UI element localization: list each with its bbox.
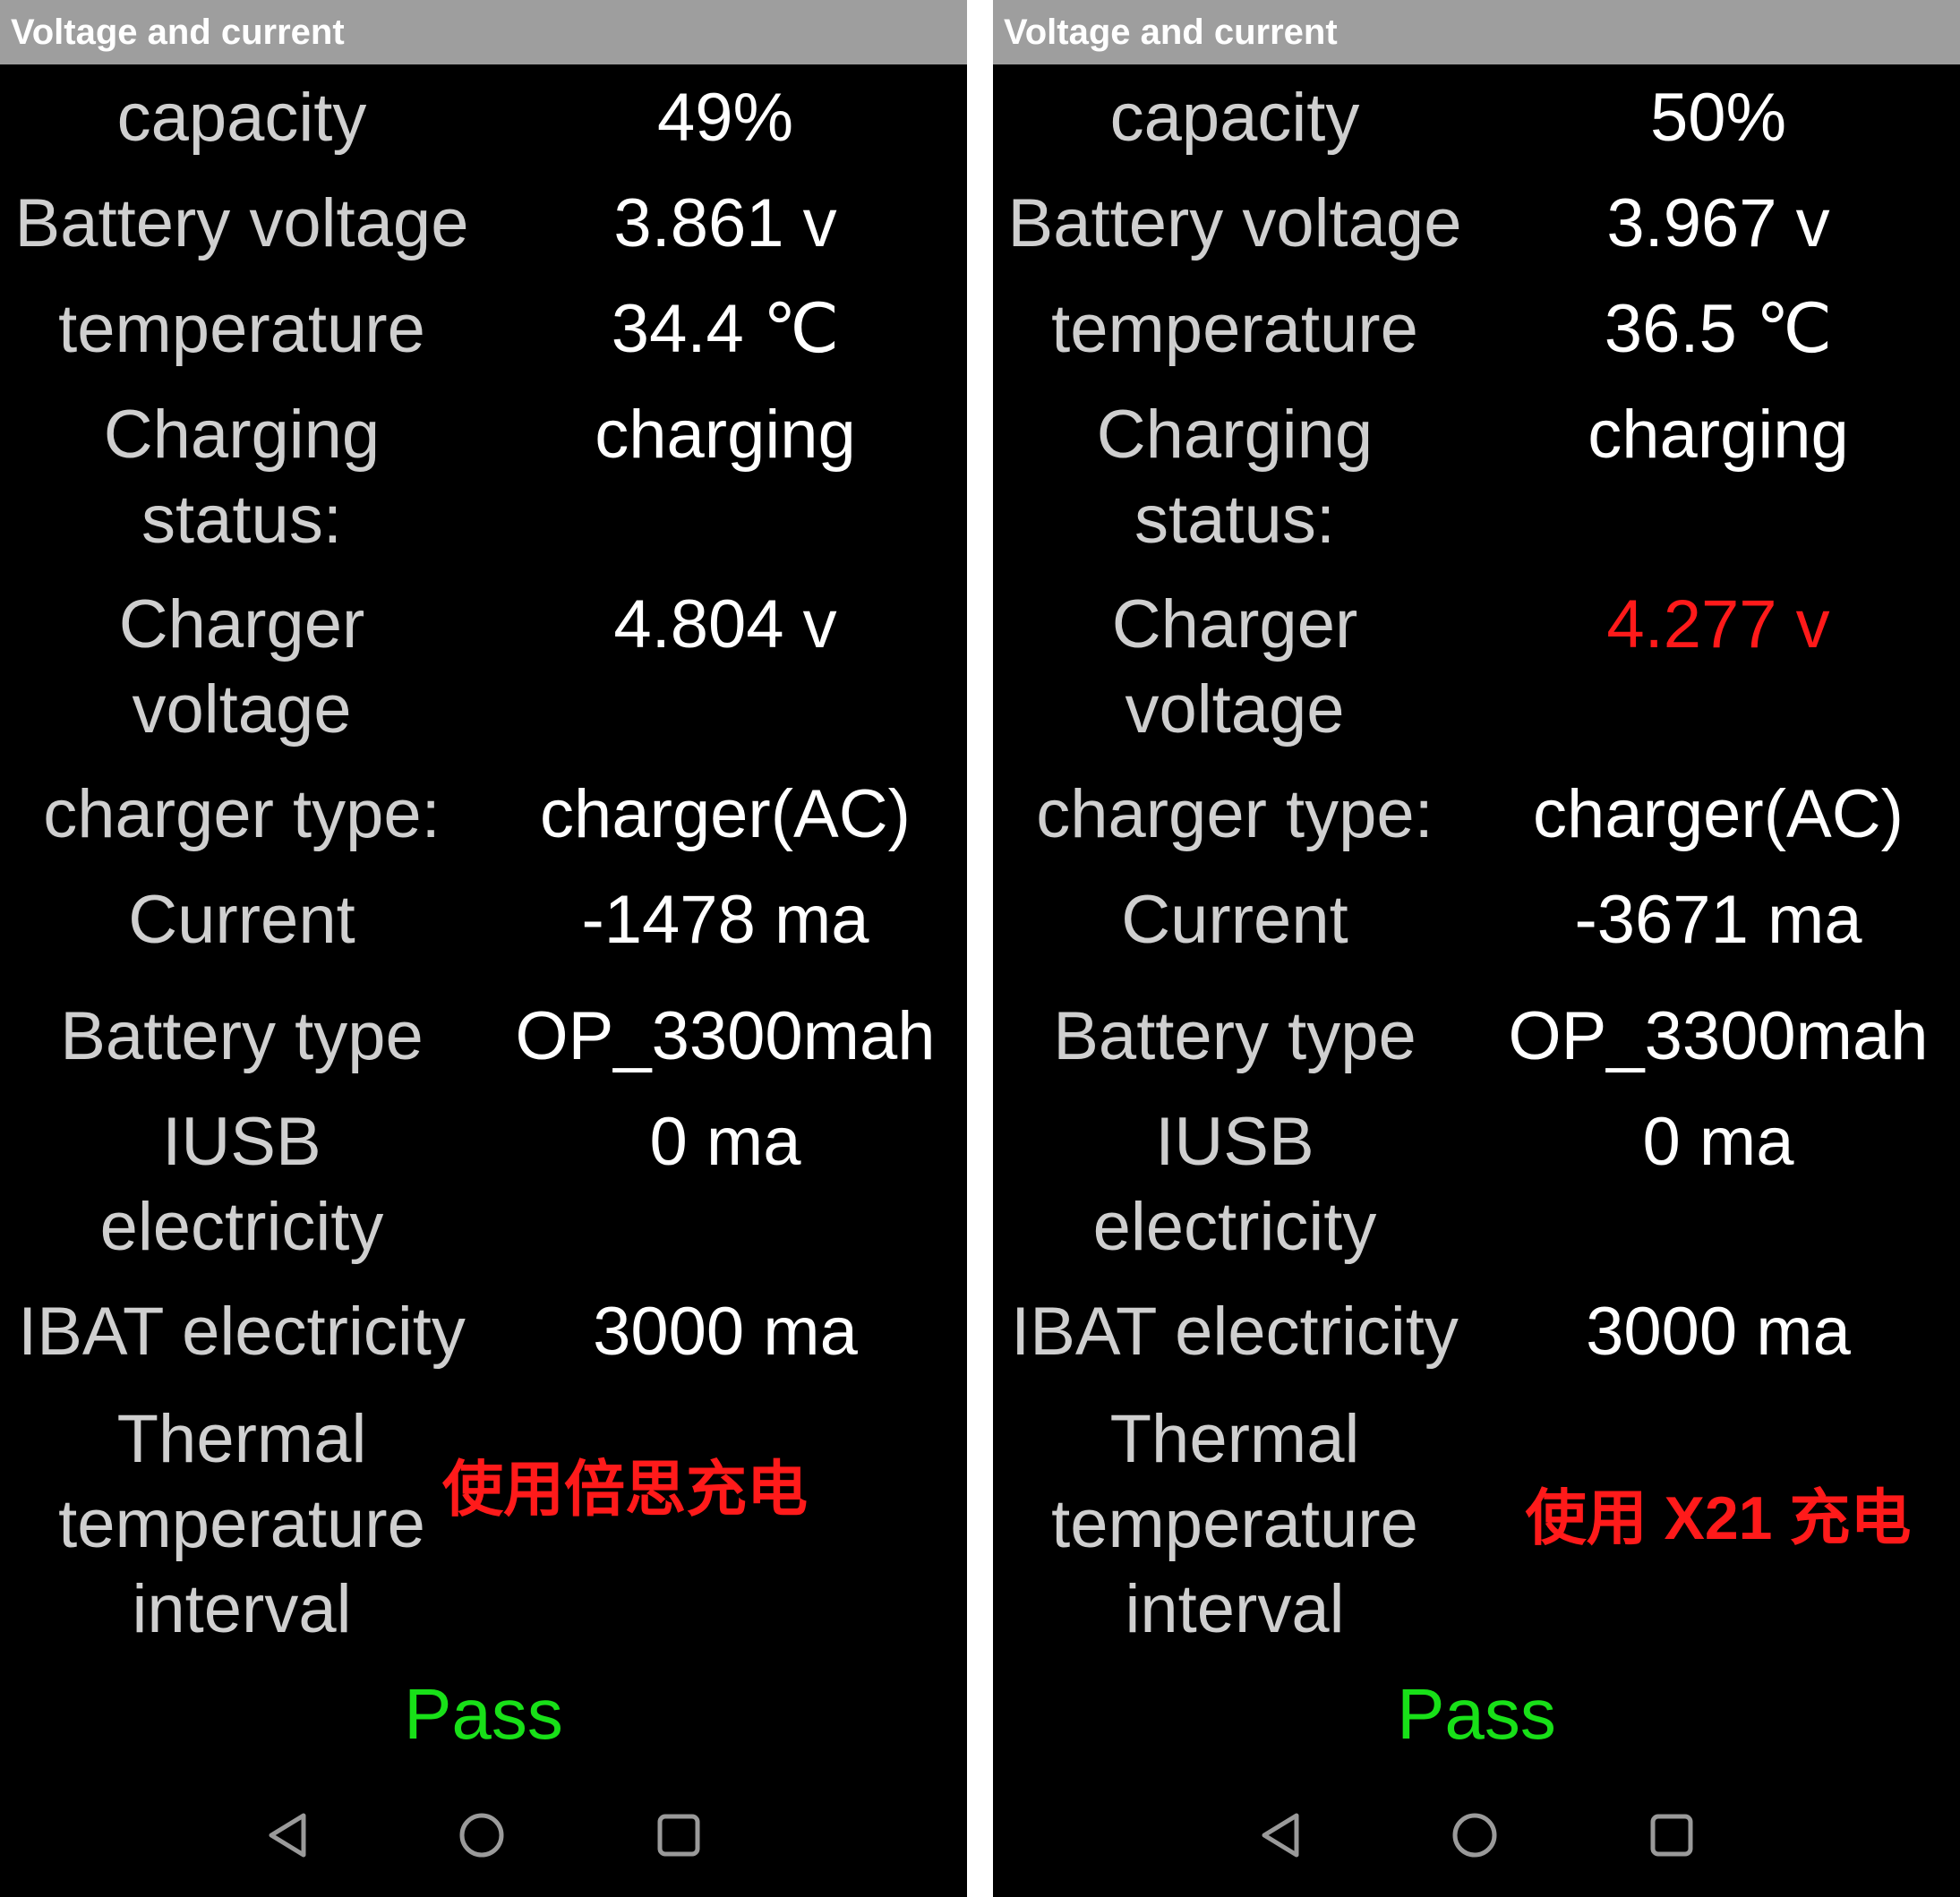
temperature-label: temperature bbox=[1051, 291, 1418, 367]
battery-type-label: Battery type bbox=[60, 998, 424, 1074]
temperature-value: 34.4 ℃ bbox=[611, 291, 840, 367]
battery-type-value: OP_3300mah bbox=[1508, 998, 1929, 1074]
charger-type-value: charger(AC) bbox=[540, 776, 911, 852]
charging-status-label-line1: Charging bbox=[103, 397, 381, 473]
home-icon[interactable] bbox=[457, 1810, 507, 1860]
window-title: Voltage and current bbox=[0, 0, 967, 64]
thermal-label-line1: Thermal bbox=[116, 1401, 367, 1477]
battery-type-label: Battery type bbox=[1053, 998, 1417, 1074]
iusb-label-line2: electricity bbox=[99, 1189, 384, 1265]
capacity-value: 49% bbox=[656, 80, 794, 156]
battery-type-value: OP_3300mah bbox=[515, 998, 936, 1074]
recent-apps-icon[interactable] bbox=[654, 1810, 704, 1860]
window-title: Voltage and current bbox=[993, 0, 1960, 64]
charger-voltage-label-line1: Charger bbox=[1111, 586, 1358, 662]
battery-voltage-label: Battery voltage bbox=[14, 185, 469, 261]
charger-voltage-label-line1: Charger bbox=[118, 586, 365, 662]
back-icon[interactable] bbox=[264, 1810, 314, 1860]
current-label: Current bbox=[1121, 882, 1348, 958]
iusb-label-line1: IUSB bbox=[1155, 1104, 1314, 1180]
charger-note: 使用倍思充电 bbox=[442, 1456, 809, 1524]
charger-note: 使用 X21 充电 bbox=[1525, 1484, 1912, 1552]
nav-bar bbox=[993, 1790, 1960, 1880]
charger-voltage-label-line2: voltage bbox=[132, 671, 352, 748]
current-label: Current bbox=[128, 882, 355, 958]
charger-type-value: charger(AC) bbox=[1533, 776, 1904, 852]
current-value: -1478 ma bbox=[581, 882, 869, 958]
iusb-label-line2: electricity bbox=[1092, 1189, 1377, 1265]
iusb-label-line1: IUSB bbox=[162, 1104, 321, 1180]
temperature-label: temperature bbox=[58, 291, 425, 367]
nav-bar bbox=[0, 1790, 967, 1880]
thermal-label-line3: interval bbox=[132, 1571, 352, 1647]
thermal-label-line3: interval bbox=[1125, 1571, 1345, 1647]
charger-type-label: charger type: bbox=[43, 776, 441, 852]
thermal-label-line2: temperature bbox=[1051, 1486, 1418, 1562]
ibat-value: 3000 ma bbox=[593, 1294, 858, 1370]
ibat-label: IBAT electricity bbox=[18, 1294, 466, 1370]
iusb-value: 0 ma bbox=[1642, 1104, 1794, 1180]
charging-status-label-line1: Charging bbox=[1096, 397, 1374, 473]
charging-status-label-line2: status: bbox=[1134, 482, 1335, 558]
recent-apps-icon[interactable] bbox=[1647, 1810, 1697, 1860]
home-icon[interactable] bbox=[1450, 1810, 1500, 1860]
test-screen-right: Voltage and current capacity 50% Battery… bbox=[993, 0, 1960, 1897]
capacity-label: capacity bbox=[116, 80, 367, 156]
charger-voltage-value: 4.277 v bbox=[1606, 586, 1830, 662]
temperature-value: 36.5 ℃ bbox=[1604, 291, 1833, 367]
test-screen-left: Voltage and current capacity 49% Battery… bbox=[0, 0, 967, 1897]
capacity-value: 50% bbox=[1649, 80, 1787, 156]
battery-voltage-value: 3.861 v bbox=[613, 185, 837, 261]
battery-voltage-label: Battery voltage bbox=[1007, 185, 1462, 261]
pass-result: Pass bbox=[1397, 1674, 1556, 1754]
charger-type-label: charger type: bbox=[1036, 776, 1434, 852]
thermal-label-line2: temperature bbox=[58, 1486, 425, 1562]
ibat-value: 3000 ma bbox=[1586, 1294, 1851, 1370]
back-icon[interactable] bbox=[1257, 1810, 1307, 1860]
charger-voltage-value: 4.804 v bbox=[613, 586, 837, 662]
charging-status-value: charging bbox=[1588, 397, 1849, 473]
charging-status-value: charging bbox=[595, 397, 856, 473]
thermal-label-line1: Thermal bbox=[1109, 1401, 1360, 1477]
current-value: -3671 ma bbox=[1574, 882, 1862, 958]
pass-result: Pass bbox=[404, 1674, 563, 1754]
charging-status-label-line2: status: bbox=[141, 482, 342, 558]
ibat-label: IBAT electricity bbox=[1011, 1294, 1459, 1370]
iusb-value: 0 ma bbox=[649, 1104, 801, 1180]
capacity-label: capacity bbox=[1109, 80, 1360, 156]
battery-voltage-value: 3.967 v bbox=[1606, 185, 1830, 261]
charger-voltage-label-line2: voltage bbox=[1125, 671, 1345, 748]
